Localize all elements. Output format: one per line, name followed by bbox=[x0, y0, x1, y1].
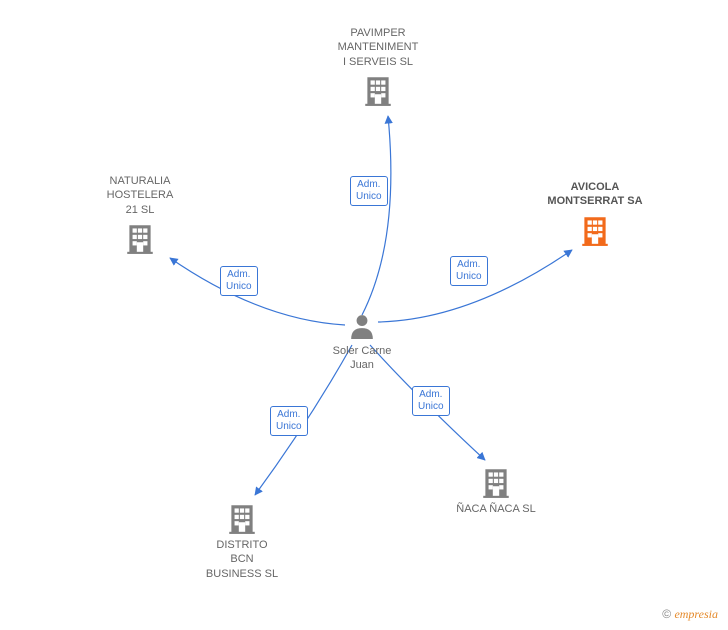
company-label: AVICOLA MONTSERRAT SA bbox=[535, 180, 655, 209]
company-label: NATURALIA HOSTELERA 21 SL bbox=[80, 174, 200, 217]
edge-label: Adm. Unico bbox=[350, 176, 388, 206]
edge-label: Adm. Unico bbox=[412, 386, 450, 416]
edge-label: Adm. Unico bbox=[450, 256, 488, 286]
company-label: DISTRITO BCN BUSINESS SL bbox=[182, 538, 302, 581]
copyright-symbol: © bbox=[662, 607, 671, 621]
edge-label: Adm. Unico bbox=[270, 406, 308, 436]
brand-rest: mpresia bbox=[680, 607, 718, 621]
company-building-icon bbox=[361, 73, 395, 112]
center-person-icon bbox=[349, 312, 375, 345]
edge-label: Adm. Unico bbox=[220, 266, 258, 296]
company-building-icon bbox=[479, 465, 513, 504]
company-label: PAVIMPER MANTENIMENT I SERVEIS SL bbox=[318, 26, 438, 69]
company-building-icon bbox=[123, 221, 157, 260]
copyright: © empresia bbox=[662, 607, 718, 622]
edge-path bbox=[362, 116, 391, 315]
company-label: ÑACA ÑACA SL bbox=[436, 502, 556, 516]
center-person-label: Soler Carne Juan bbox=[322, 344, 402, 373]
company-building-icon bbox=[225, 501, 259, 540]
company-building-icon bbox=[578, 213, 612, 252]
